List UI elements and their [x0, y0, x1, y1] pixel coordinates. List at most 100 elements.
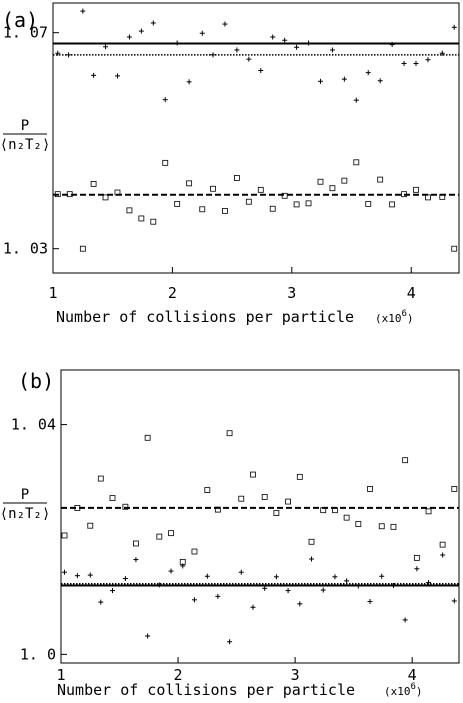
- panel-a-square-marker: [222, 207, 228, 214]
- panel-b-square-marker: [250, 471, 256, 478]
- panel-b-square-marker: [390, 523, 397, 530]
- panel-a: (a) P ⟨n₂T₂⟩ 1 2 3 4 1. 03 1. 07 Number of co…: [0, 2, 460, 326]
- panel-a-square-marker: [245, 198, 252, 205]
- panel-b-plus-marker: [62, 569, 68, 575]
- panel-b-plus-marker: [215, 593, 221, 599]
- panel-a-plus-marker: [365, 70, 371, 76]
- panel-a-plus-marker: [222, 21, 228, 27]
- panel-b-square-marker: [413, 554, 420, 561]
- panel-b-square-marker: [285, 498, 291, 505]
- panel-a-plus-marker: [317, 78, 323, 84]
- panel-b-square-marker: [308, 538, 315, 545]
- panel-b-square-marker: [97, 475, 104, 482]
- panel-b-x-multiplier-base: (x10: [384, 685, 411, 698]
- panel-a-plus-marker: [389, 42, 395, 48]
- panel-a-square-marker: [162, 159, 169, 166]
- panel-b-square-marker: [191, 548, 198, 555]
- panel-b-label: (b): [18, 369, 54, 393]
- panel-a-square-marker: [425, 194, 431, 201]
- panel-b-square-marker: [355, 521, 362, 527]
- panel-b-plus-marker: [320, 587, 326, 593]
- panel-b-plus-marker: [204, 573, 210, 579]
- panel-b-square-marker: [320, 507, 327, 514]
- panel-b-square-marker: [402, 457, 409, 464]
- panel-b-square-marker: [74, 504, 81, 511]
- panel-b-plus-marker: [238, 569, 244, 575]
- panel-a-square-marker: [66, 191, 73, 198]
- panel-b-square-marker: [214, 506, 221, 513]
- panel-a-square-marker: [269, 205, 276, 212]
- panel-a-square-marker: [451, 245, 458, 252]
- panel-a-x-tick-label: 4: [407, 284, 416, 302]
- panel-b-y-tick-label: 1. 04: [11, 416, 56, 434]
- panel-a-plus-marker: [413, 60, 419, 66]
- svg-text:(x106): (x106): [375, 309, 414, 325]
- panel-b-plus-marker: [414, 566, 420, 572]
- panel-b-x-multiplier-close: ): [416, 685, 423, 698]
- panel-a-x-multiplier-close: ): [407, 312, 414, 325]
- panel-b-frame: [60, 369, 460, 664]
- panel-a-frame: [52, 2, 460, 274]
- panel-a-plus-marker: [186, 79, 192, 85]
- panel-a-square-marker: [210, 185, 216, 192]
- panel-b-x-tick-label: 2: [174, 666, 183, 684]
- panel-b-square-marker: [343, 514, 350, 521]
- panel-b-square-marker: [61, 532, 68, 539]
- panel-a-plus-marker: [329, 47, 335, 53]
- panel-a-plus-marker: [210, 52, 216, 58]
- panel-b-square-marker: [273, 510, 280, 516]
- panel-a-plus-marker: [282, 37, 288, 43]
- panel-b-plus-marker: [297, 601, 303, 607]
- panel-a-square-marker: [257, 186, 264, 193]
- panel-b-square-marker: [261, 494, 268, 500]
- panel-a-plus-marker: [294, 44, 300, 50]
- panel-a-x-multiplier-exp: 6: [402, 309, 407, 319]
- panel-b-plus-marker: [110, 588, 116, 594]
- panel-a-plus-marker: [150, 20, 156, 26]
- panel-b-plus-marker: [122, 576, 128, 582]
- panel-a-plus-marker: [126, 34, 132, 40]
- panel-a-y-tick-label: 1. 03: [3, 240, 48, 258]
- panel-b-plus-marker: [156, 582, 162, 588]
- panel-a-plus-marker: [80, 8, 86, 14]
- panel-a-square-marker: [90, 180, 97, 187]
- panel-a-square-marker: [389, 201, 396, 208]
- panel-b-xlabel: Number of collisions per particle: [57, 681, 355, 699]
- panel-a-plus-marker: [66, 52, 72, 58]
- panel-b-plus-marker: [227, 639, 233, 645]
- panel-a-square-marker: [126, 207, 133, 214]
- panel-a-plus-marker: [138, 28, 144, 34]
- panel-b-square-marker: [156, 533, 163, 540]
- panel-b-plus-marker: [344, 578, 350, 584]
- panel-a-x-tick-label: 2: [168, 284, 177, 302]
- panel-a-square-marker: [365, 200, 372, 207]
- panel-a-plus-marker: [439, 50, 445, 56]
- panel-a-plus-marker: [353, 97, 359, 103]
- panel-b-plus-marker: [262, 585, 268, 591]
- panel-b-square-marker: [296, 473, 303, 480]
- panel-a-square-marker: [293, 201, 300, 208]
- panel-b-square-marker: [238, 495, 245, 502]
- panel-a-x-tick-label: 3: [287, 284, 296, 302]
- panel-a-plus-marker: [270, 34, 276, 40]
- panel-a-square-marker: [174, 200, 181, 207]
- panel-b-square-marker: [122, 503, 129, 510]
- panel-a-square-marker: [329, 185, 336, 192]
- panel-a-ylabel-denominator: ⟨n₂T₂⟩: [0, 137, 50, 153]
- panel-b-plus-marker: [451, 598, 457, 604]
- panel-a-square-marker: [317, 178, 324, 185]
- panel-a-square-marker: [341, 177, 348, 184]
- panel-b-plus-marker: [98, 599, 104, 605]
- panel-a-plus-marker: [114, 73, 120, 79]
- panel-a-plus-marker: [103, 44, 109, 50]
- panel-a-ylabel: P ⟨n₂T₂⟩: [0, 118, 50, 153]
- panel-b-ylabel-numerator: P: [21, 487, 29, 503]
- panel-a-square-marker: [114, 189, 121, 196]
- panel-b-plus-marker: [440, 552, 446, 558]
- panel-b-square-marker: [226, 430, 233, 437]
- panel-a-x-multiplier: (x106): [375, 309, 414, 325]
- panel-a-square-marker: [199, 206, 206, 213]
- panel-a-square-marker: [102, 194, 109, 201]
- panel-b-x-multiplier: (x106): [384, 682, 423, 698]
